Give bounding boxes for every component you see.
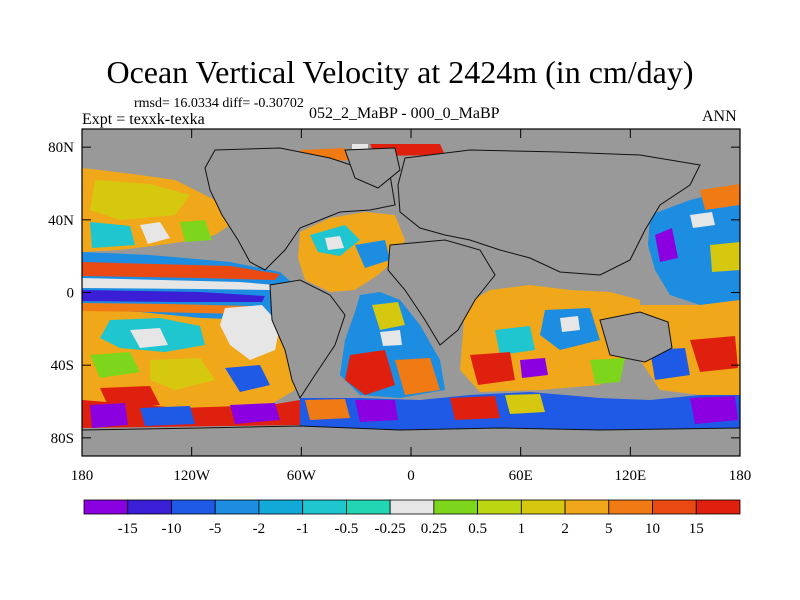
x-tick-label: 60E [509,468,533,484]
y-tick-label: 80N [48,140,74,156]
x-tick-label: 120E [614,468,646,484]
ocean-patch-indian-white-1 [560,316,580,332]
colorbar-label: -0.25 [375,521,406,537]
y-tick-label: 0 [67,286,75,302]
ocean-patch-indian-red-1 [470,352,515,385]
x-tick-label: 180 [729,468,752,484]
colorbar-label: -5 [209,521,222,537]
ocean-band-equatorial-orange [82,303,250,314]
colorbar-swatch [477,499,522,515]
colorbar-label: 0.25 [421,521,447,537]
ocean-patch-southern-blue-1 [140,406,195,426]
ocean-patch-pacific-yellow-1 [90,180,190,220]
colorbar-label: 10 [645,521,660,537]
map-field [82,129,740,456]
colorbar-swatch [258,499,304,515]
colorbar-label: -2 [253,521,266,537]
continents [82,147,740,456]
ocean-patch-southern-red-2 [450,396,500,420]
ocean-patch-southern-purple-3 [355,400,398,422]
y-tick-label: 40N [48,213,74,229]
land-antarctica [82,425,740,456]
ocean-band-equatorial-red [82,262,280,280]
land-greenland [344,147,401,189]
x-tick-label: 0 [407,468,415,484]
x-tick-label: 60W [287,468,317,484]
colorbar-swatch [652,499,697,515]
colorbar-swatch [345,499,391,515]
colorbar-swatch [127,499,172,515]
chart-title: Ocean Vertical Velocity at 2424m (in cm/… [106,54,694,90]
x-tick-label: 180 [71,468,94,484]
colorbar: -15 -10 -5 -2 -1 -0.5 -0.25 0.25 0.5 1 2 5 10 15 [83,499,741,537]
colorbar-label: -0.5 [335,521,359,537]
stats-label: rmsd= 16.0334 diff= -0.30702 [134,96,304,111]
ocean-patch-pacific-green-1 [180,220,212,242]
ocean-patch-pacific-white-2 [220,305,280,360]
ocean-patch-atlantic-blue [355,240,390,268]
ocean-patch-np-east-orange [700,184,740,210]
colorbar-label: -1 [296,521,309,537]
colorbar-swatch [608,499,653,515]
ocean-patch-southern-yellow-1 [505,394,545,414]
ocean-patch-np-east-white [690,212,715,228]
colorbar-label: 1 [518,521,526,537]
colorbar-swatch [520,499,566,515]
colorbar-swatch [564,499,610,515]
ocean-patch-np-east-purple [655,228,678,262]
ocean-patch-pacific-cyan-1 [90,222,135,248]
colorbar-label: 0.5 [468,521,487,537]
ocean-patch-south-atlantic-white [380,330,402,346]
ocean-patch-indian-purple-1 [520,358,548,378]
ocean-patch-southern-purple-4 [690,396,738,424]
colorbar-label: 15 [689,521,704,537]
season-label: ANN [702,108,737,125]
axis-ticks: 180 120W 60W 0 60E 120E 180 80N 40N 0 40S 80S [48,129,751,484]
ocean-patch-south-atlantic-yellow [372,302,405,330]
colorbar-swatch [433,499,479,515]
colorbar-swatch [83,499,129,515]
ocean-region-north-pacific-east [648,188,740,305]
land-south-america [269,279,346,400]
ocean-patch-arctic-white [352,144,368,149]
subtitle-label: 052_2_MaBP - 000_0_MaBP [309,105,500,122]
ocean-patch-pacific-yellow-2 [150,358,215,390]
ocean-patch-southern-purple-2 [230,403,280,424]
colorbar-label: 2 [561,521,569,537]
ocean-patch-southern-orange-1 [305,399,350,420]
ocean-patch-pacific-white-3 [130,328,168,348]
ocean-patch-south-atlantic-orange [395,358,440,395]
colorbar-label: -15 [118,521,138,537]
ocean-patch-pacific-blue-3 [225,365,270,392]
ocean-patch-sp-east-blue [650,348,690,380]
y-tick-label: 80S [51,431,74,447]
ocean-patch-south-atlantic-red [345,350,395,395]
ocean-patch-southern-purple-1 [90,403,128,428]
ocean-patch-pacific-white-1 [140,222,170,244]
y-tick-label: 40S [51,358,74,374]
land-africa [387,239,496,346]
colorbar-swatch [302,499,347,515]
ocean-patch-indian-cyan-1 [495,326,535,355]
ocean-patch-np-east-yellow [710,242,740,272]
land-australia [599,311,673,363]
experiment-label: Expt = texxk-texka [82,111,205,128]
colorbar-label: -10 [161,521,181,537]
colorbar-label: 5 [605,521,613,537]
x-tick-label: 120W [173,468,211,484]
ocean-band-equatorial-white [82,278,275,290]
ocean-band-equatorial-purple [82,290,265,302]
ocean-patch-atlantic-white [325,236,344,250]
land-eurasia [397,149,701,276]
colorbar-swatch [214,499,260,515]
colorbar-swatch [389,499,435,515]
colorbar-swatch [171,499,216,515]
colorbar-swatch [695,499,741,515]
ocean-patch-sp-east-red [690,336,738,372]
ocean-patch-pacific-green-2 [90,352,140,378]
ocean-patch-indian-green-1 [590,358,625,384]
